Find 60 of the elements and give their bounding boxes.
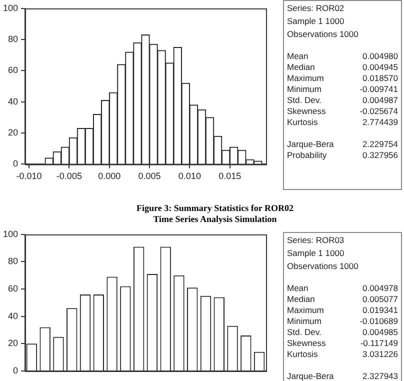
text: 3.031226 <box>362 349 398 360</box>
caption: Figure 3: Summary Statistics for ROR02 <box>136 203 294 214</box>
text: 2.774439 <box>362 117 398 128</box>
text: Observations 1000 <box>287 29 360 40</box>
text: Median <box>287 294 315 305</box>
y-tick-label: 0 <box>13 158 18 169</box>
text: Probability <box>287 150 327 161</box>
text: 2.229754 <box>362 139 398 150</box>
x-tick-label: 0.005 <box>138 171 161 182</box>
text: 0.005077 <box>362 294 398 305</box>
text: 2.327943 <box>362 371 398 381</box>
y-tick-label: 80 <box>8 34 18 44</box>
x-tick-label: 0.015 <box>218 171 242 182</box>
text: Kurtosis <box>287 349 318 360</box>
y-tick-label: 100 <box>2 228 18 239</box>
text: Sample 1 1000 <box>287 16 346 27</box>
text: -0.117149 <box>360 338 398 349</box>
text: Mean <box>287 283 308 294</box>
text: Maximum <box>287 305 324 316</box>
x-tick-label: 0.010 <box>178 171 201 182</box>
text: 0.019341 <box>362 305 398 316</box>
text: Minimum <box>287 84 322 95</box>
text: 0.327956 <box>362 150 398 161</box>
text: -0.009741 <box>360 84 398 95</box>
text: Time Series Analysis Simulation <box>152 214 278 225</box>
x-tick-label: -0.010 <box>16 171 42 182</box>
text: Jarque-Bera <box>287 371 334 381</box>
text: Jarque-Bera <box>287 139 334 150</box>
text: Skewness <box>287 106 326 117</box>
text: Maximum <box>287 73 324 84</box>
text: -0.010689 <box>360 316 398 327</box>
y-tick-label: 60 <box>8 65 18 76</box>
y-tick-label: 80 <box>8 256 18 266</box>
x-tick-label: -0.005 <box>56 171 82 182</box>
y-tick-label: 20 <box>8 338 18 348</box>
text: Observations 1000 <box>287 261 360 272</box>
text: 0.004978 <box>362 283 398 294</box>
text: Mean <box>287 51 308 62</box>
text: Series: ROR02 <box>287 3 346 14</box>
text: 0.004987 <box>362 95 398 106</box>
text: Skewness <box>287 338 326 349</box>
y-tick-label: 40 <box>8 96 18 106</box>
y-tick-label: 20 <box>8 128 18 138</box>
text: -0.025674 <box>360 106 398 117</box>
text: Sample 1 1000 <box>287 248 346 259</box>
text: 0.004945 <box>362 62 398 73</box>
text: 0.004985 <box>362 327 398 338</box>
text: 0.018570 <box>362 73 398 84</box>
text: Kurtosis <box>287 117 318 128</box>
text: Series: ROR03 <box>287 235 346 246</box>
y-tick-label: 0 <box>13 365 18 376</box>
text: 0.004980 <box>362 51 398 62</box>
y-tick-label: 100 <box>2 2 18 13</box>
text: Std. Dev. <box>287 95 322 106</box>
text: Minimum <box>287 316 322 327</box>
x-tick-label: 0.000 <box>98 171 121 182</box>
y-tick-label: 40 <box>8 310 18 321</box>
y-tick-label: 60 <box>8 284 18 294</box>
text: Median <box>287 62 315 73</box>
text: Std. Dev. <box>287 327 322 338</box>
